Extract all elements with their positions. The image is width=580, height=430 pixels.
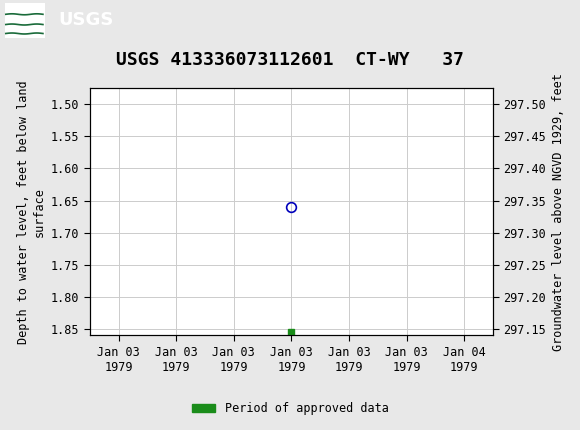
Y-axis label: Depth to water level, feet below land
surface: Depth to water level, feet below land su… [17,80,45,344]
Bar [5,3,45,37]
Y-axis label: Groundwater level above NGVD 1929, feet: Groundwater level above NGVD 1929, feet [552,73,565,351]
Legend: Period of approved data: Period of approved data [187,397,393,420]
Text: USGS 413336073112601  CT-WY   37: USGS 413336073112601 CT-WY 37 [116,51,464,69]
Text: USGS: USGS [58,12,113,29]
